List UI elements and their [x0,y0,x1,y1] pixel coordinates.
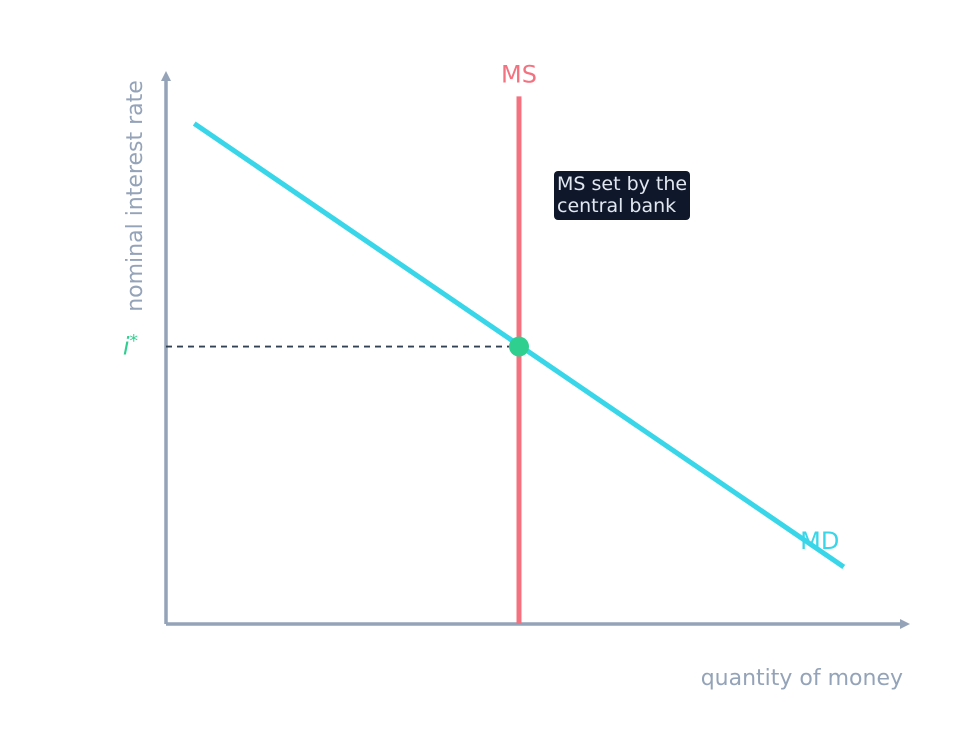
equilibrium-rate-label: i* [123,332,138,361]
y-axis-label: nominal interest rate [123,80,148,312]
md-label: MD [800,527,839,555]
ms-label: MS [501,60,537,88]
annotation-line: central bank [557,195,677,217]
equilibrium-point [509,336,529,357]
annotation-line: MS set by the [557,173,688,195]
x-axis-label: quantity of money [701,666,903,691]
ms-annotation: MS set by the central bank [554,171,691,220]
